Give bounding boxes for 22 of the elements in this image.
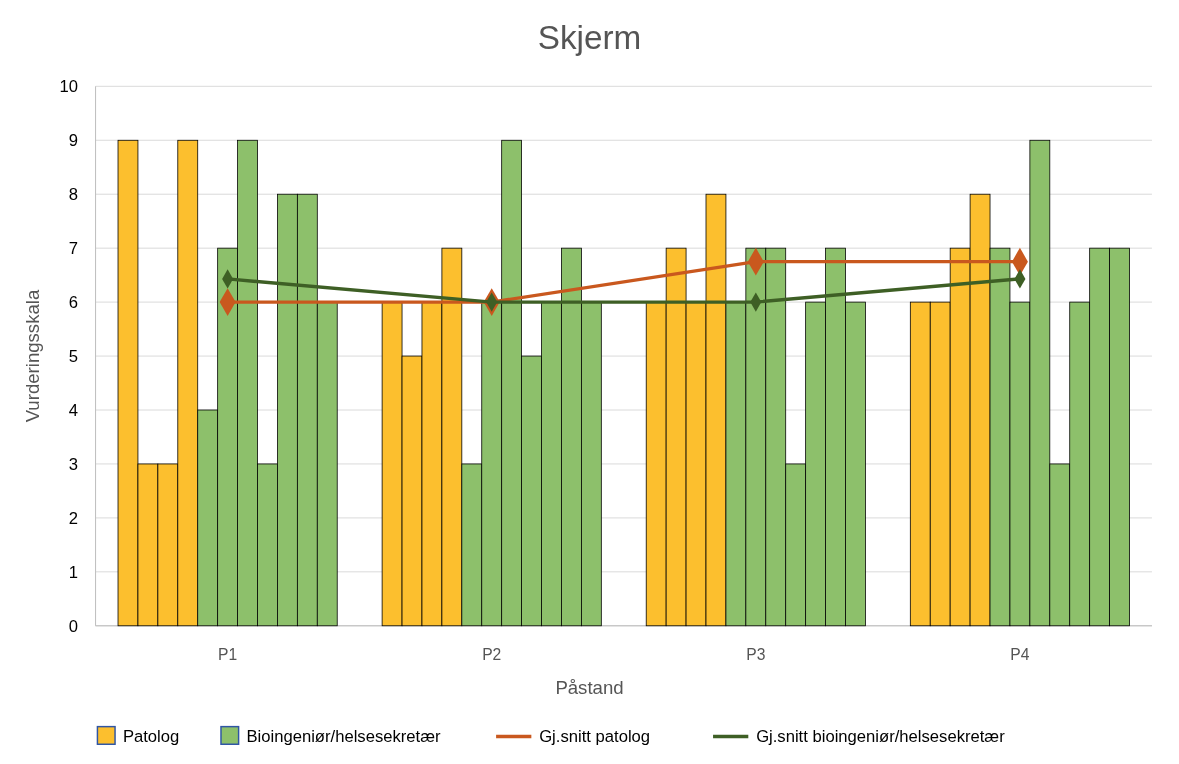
legend-label: Gj.snitt patolog bbox=[539, 727, 651, 747]
y-tick-label: 1 bbox=[68, 562, 78, 582]
x-tick-label: P4 bbox=[1010, 646, 1030, 664]
y-tick-label: 7 bbox=[68, 238, 78, 258]
x-tick-label: P3 bbox=[746, 646, 766, 664]
legend-label: Bioingeniør/helsesekretær bbox=[246, 727, 441, 747]
y-tick-label: 3 bbox=[68, 454, 78, 474]
y-tick-label: 8 bbox=[68, 185, 78, 205]
y-tick-label: 4 bbox=[68, 400, 78, 420]
y-tick-label: 0 bbox=[68, 616, 78, 636]
x-tick-label: P2 bbox=[482, 646, 502, 664]
chart-title: Skjerm bbox=[537, 19, 642, 57]
x-axis-title: Påstand bbox=[555, 677, 624, 699]
y-tick-label: 6 bbox=[68, 292, 78, 312]
y-tick-label: 5 bbox=[68, 346, 78, 366]
legend-label: Patolog bbox=[122, 727, 180, 747]
y-tick-label: 9 bbox=[68, 131, 78, 151]
y-axis-title: Vurderingsskala bbox=[21, 289, 43, 423]
y-tick-label: 2 bbox=[68, 508, 78, 528]
x-tick-label: P1 bbox=[218, 646, 238, 664]
legend-label: Gj.snitt bioingeniør/helsesekretær bbox=[756, 727, 1006, 747]
y-tick-label: 10 bbox=[59, 77, 78, 97]
